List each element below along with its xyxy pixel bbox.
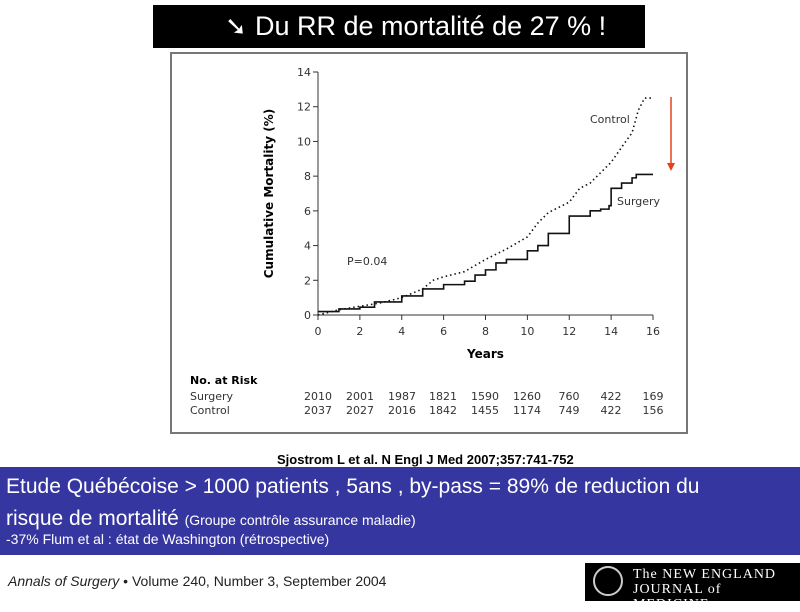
y-tick-label: 0: [304, 309, 311, 322]
legend-label-control: Control: [590, 113, 630, 126]
risk-row-label: Surgery: [190, 390, 234, 403]
y-tick-label: 2: [304, 274, 311, 287]
risk-cell: 2001: [346, 390, 374, 403]
band-line2: risque de mortalité (Groupe contrôle ass…: [6, 507, 416, 531]
y-tick-label: 12: [297, 101, 311, 114]
risk-cell: 760: [559, 390, 580, 403]
risk-cell: 1455: [471, 404, 499, 417]
risk-cell: 1590: [471, 390, 499, 403]
risk-row-label: Control: [190, 404, 230, 417]
slide-title: ➘ Du RR de mortalité de 27 % !: [153, 5, 645, 48]
x-tick-label: 10: [520, 325, 534, 338]
x-tick-label: 2: [356, 325, 363, 338]
nejm-logo: The NEW ENGLAND JOURNAL of MEDICINE: [585, 563, 800, 612]
risk-cell: 169: [643, 390, 664, 403]
series-line-surgery: [318, 173, 653, 313]
band-line3: -37% Flum et al : état de Washington (ré…: [6, 531, 330, 547]
chart-frame: [170, 52, 688, 434]
x-tick-label: 14: [604, 325, 618, 338]
logo-line1: The NEW ENGLAND: [633, 567, 777, 582]
journal-name: Annals of Surgery: [8, 573, 120, 589]
reduction-arrow-head-icon: [667, 163, 675, 171]
arrow-down-right-icon: ➘: [225, 11, 247, 41]
x-tick-label: 8: [482, 325, 489, 338]
p-value-annotation: P=0.04: [347, 255, 387, 268]
title-text: Du RR de mortalité de 27 % !: [255, 11, 607, 41]
y-axis-label: Cumulative Mortality (%): [262, 109, 276, 279]
journal-details: • Volume 240, Number 3, September 2004: [119, 573, 387, 589]
x-tick-label: 0: [315, 325, 322, 338]
band-line2-note: (Groupe contrôle assurance maladie): [184, 512, 416, 528]
risk-cell: 2037: [304, 404, 332, 417]
y-tick-label: 10: [297, 135, 311, 148]
y-tick-label: 6: [304, 205, 311, 218]
risk-cell: 2016: [388, 404, 416, 417]
risk-cell: 1260: [513, 390, 541, 403]
risk-cell: 749: [559, 404, 580, 417]
risk-cell: 2010: [304, 390, 332, 403]
chart: 0 2 4 6 8 10 12 14 0 2 4 6 8 10 12 14 16 Years Cumulative …: [190, 66, 675, 417]
series-line-control: [317, 97, 653, 316]
y-tick-label: 4: [304, 240, 311, 253]
risk-cell: 1821: [429, 390, 457, 403]
x-tick-label: 4: [398, 325, 405, 338]
x-tick-label: 12: [562, 325, 576, 338]
citation: Sjostrom L et al. N Engl J Med 2007;357:…: [277, 452, 574, 467]
legend-label-surgery: Surgery: [617, 195, 661, 208]
risk-cell: 422: [601, 404, 622, 417]
band-line1: Etude Québécoise > 1000 patients , 5ans …: [6, 475, 700, 498]
x-tick-label: 16: [646, 325, 660, 338]
risk-cell: 1842: [429, 404, 457, 417]
risk-cell: 422: [601, 390, 622, 403]
y-tick-label: 8: [304, 170, 311, 183]
risk-cell: 1987: [388, 390, 416, 403]
x-tick-label: 6: [440, 325, 447, 338]
risk-cell: 2027: [346, 404, 374, 417]
logo-line2: JOURNAL of MEDICINE: [633, 582, 722, 612]
seal-icon: [593, 566, 623, 596]
info-band: Etude Québécoise > 1000 patients , 5ans …: [0, 467, 800, 555]
band-line2-text: risque de mortalité: [6, 507, 179, 530]
x-axis-label: Years: [466, 347, 504, 361]
risk-cell: 156: [643, 404, 664, 417]
y-tick-label: 14: [297, 66, 311, 79]
risk-table-title: No. at Risk: [190, 374, 258, 387]
source-citation: Annals of Surgery • Volume 240, Number 3…: [8, 573, 386, 589]
risk-cell: 1174: [513, 404, 541, 417]
